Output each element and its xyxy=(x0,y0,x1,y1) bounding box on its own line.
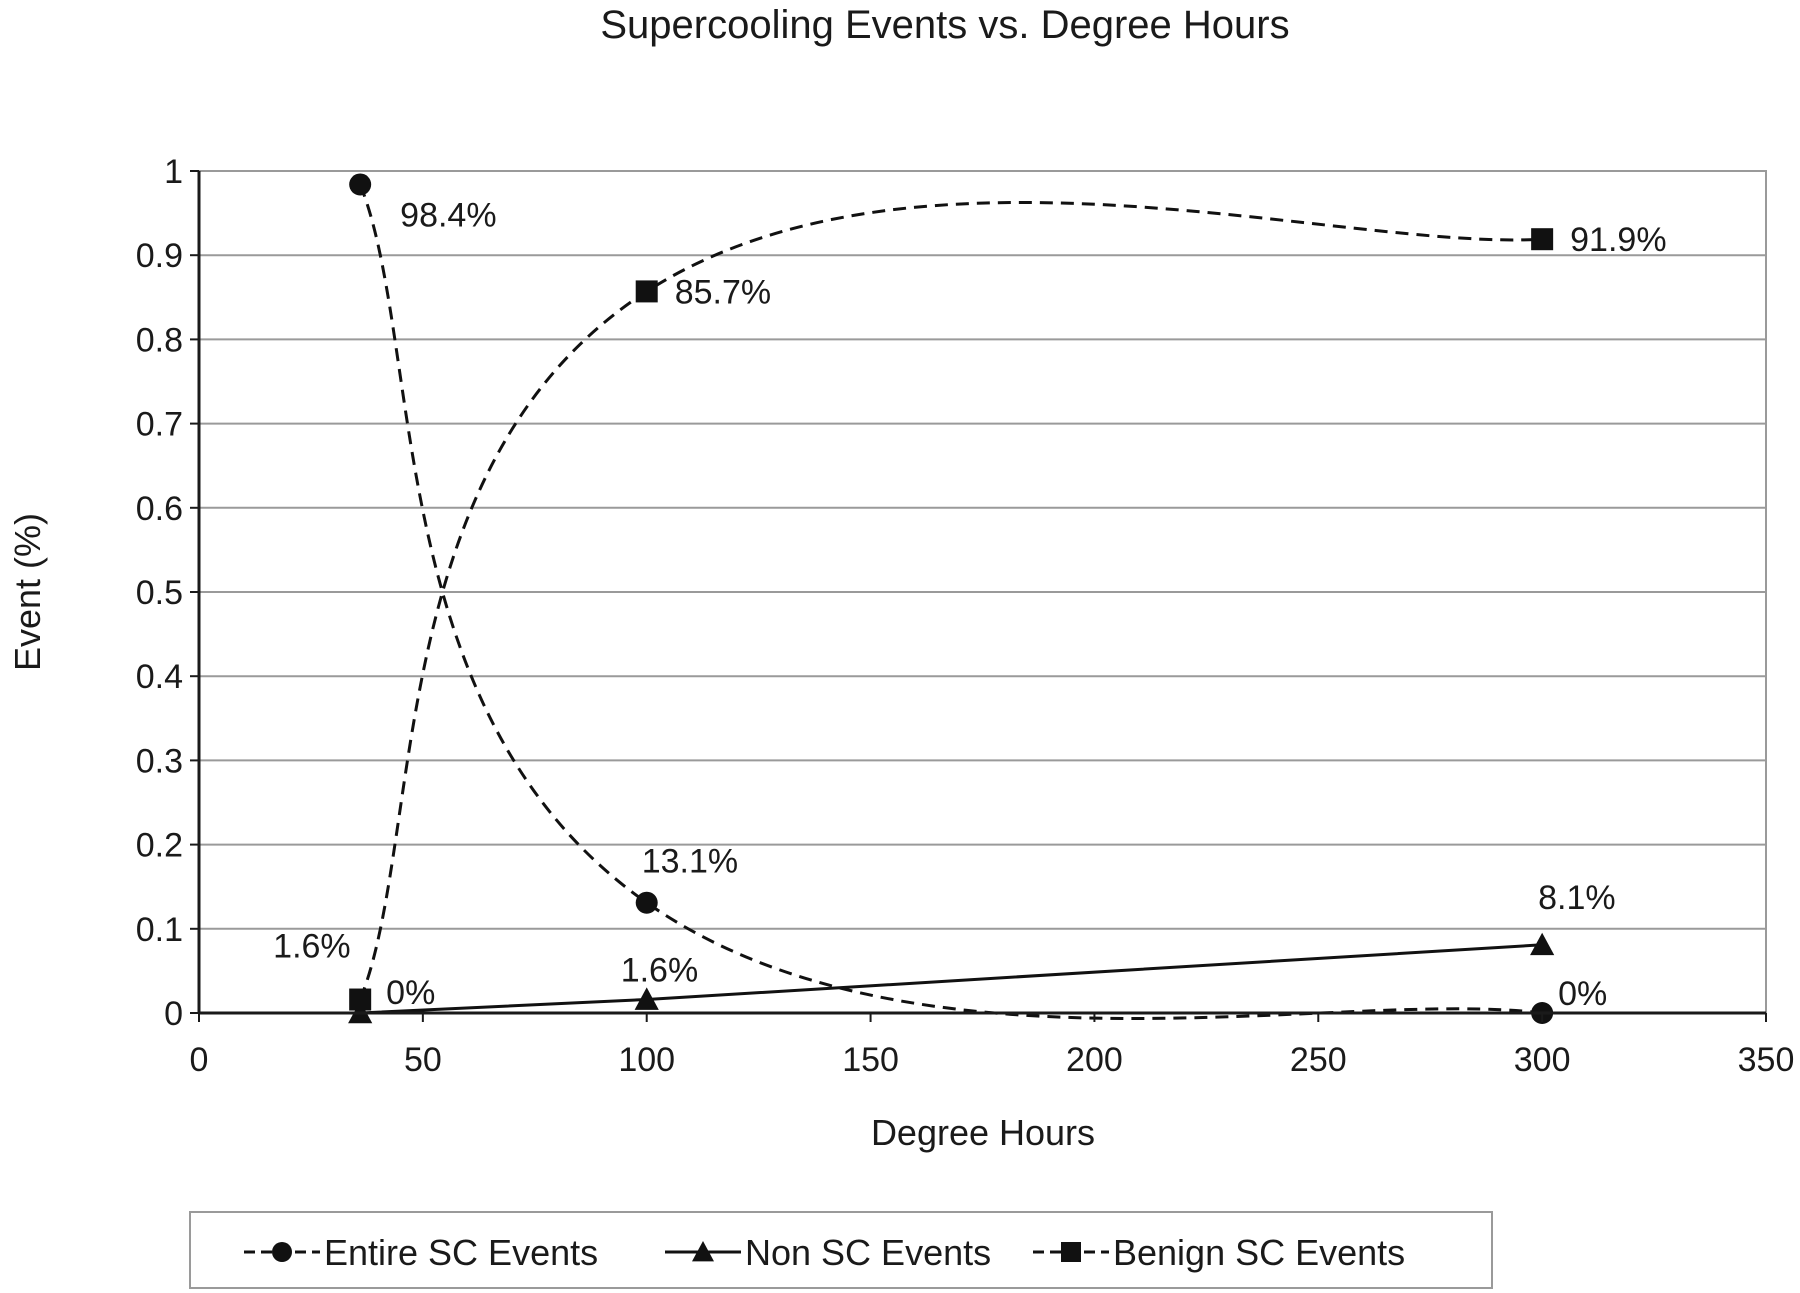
data-point-square xyxy=(349,988,372,1011)
data-point-circle xyxy=(635,891,658,914)
y-tick-label: 1 xyxy=(164,153,183,191)
data-label: 85.7% xyxy=(675,273,771,311)
y-tick-label: 0.3 xyxy=(136,742,183,780)
data-label: 13.1% xyxy=(642,843,738,881)
x-tick-label: 100 xyxy=(618,1041,675,1079)
y-tick-label: 0.5 xyxy=(136,574,183,612)
data-point-circle xyxy=(349,173,372,196)
y-tick-label: 0 xyxy=(164,995,183,1033)
series-line-1 xyxy=(360,943,1543,1015)
data-label: 0% xyxy=(386,974,435,1012)
data-point-square xyxy=(635,280,658,303)
chart-title: Supercooling Events vs. Degree Hours xyxy=(600,3,1289,47)
data-label: 8.1% xyxy=(1538,879,1616,917)
x-tick-label: 0 xyxy=(190,1041,209,1079)
y-tick-label: 0.2 xyxy=(136,827,183,865)
y-axis-label: Event (%) xyxy=(7,513,48,671)
legend-marker-square xyxy=(1061,1242,1081,1262)
legend-items: Entire SC Events Non SC Events Benign SC E… xyxy=(244,1232,1405,1273)
x-tick-label: 350 xyxy=(1738,1041,1795,1079)
legend-box xyxy=(189,1211,1493,1289)
legend: Entire SC Events Non SC Events Benign SC E… xyxy=(189,1211,1493,1289)
series-line-2 xyxy=(358,200,1543,1001)
legend-marker-circle xyxy=(272,1242,292,1262)
y-tick-label: 0.4 xyxy=(136,658,183,696)
legend-label: Entire SC Events xyxy=(324,1232,598,1273)
y-tick-label: 0.7 xyxy=(136,406,183,444)
legend-label: Benign SC Events xyxy=(1113,1232,1405,1273)
y-tick-label: 0.8 xyxy=(136,321,183,359)
y-tick-label: 0.1 xyxy=(136,911,183,949)
axes: 0 0.1 0.2 0.3 0.4 0.5 0.6 0.7 0.8 0.9 1 0 50 100 150 20… xyxy=(136,153,1795,1079)
series-lines xyxy=(358,183,1543,1020)
legend-label: Non SC Events xyxy=(745,1232,991,1273)
data-label: 1.6% xyxy=(273,928,351,966)
x-axis-label: Degree Hours xyxy=(871,1112,1095,1153)
legend-marker-triangle xyxy=(692,1241,714,1262)
data-label: 0% xyxy=(1558,975,1607,1013)
data-label: 91.9% xyxy=(1570,221,1666,259)
data-label: 1.6% xyxy=(621,952,699,990)
data-labels: 98.4% 13.1% 0% 0% 1.6% 8.1% 1.6% 85.7% 91.9% xyxy=(273,196,1666,1013)
series-line-0 xyxy=(358,183,1543,1020)
x-tick-label: 300 xyxy=(1514,1041,1571,1079)
data-point-triangle xyxy=(634,987,659,1010)
data-point-triangle xyxy=(1530,932,1555,956)
x-tick-label: 150 xyxy=(842,1041,899,1079)
gridlines xyxy=(199,254,1766,930)
series-markers xyxy=(348,173,1555,1024)
y-tick-label: 0.6 xyxy=(136,490,183,528)
x-tick-label: 200 xyxy=(1066,1041,1123,1079)
data-point-square xyxy=(1531,228,1554,251)
y-tick-label: 0.9 xyxy=(136,237,183,275)
data-label: 98.4% xyxy=(400,196,496,234)
x-tick-label: 50 xyxy=(404,1041,442,1079)
x-tick-label: 250 xyxy=(1290,1041,1347,1079)
